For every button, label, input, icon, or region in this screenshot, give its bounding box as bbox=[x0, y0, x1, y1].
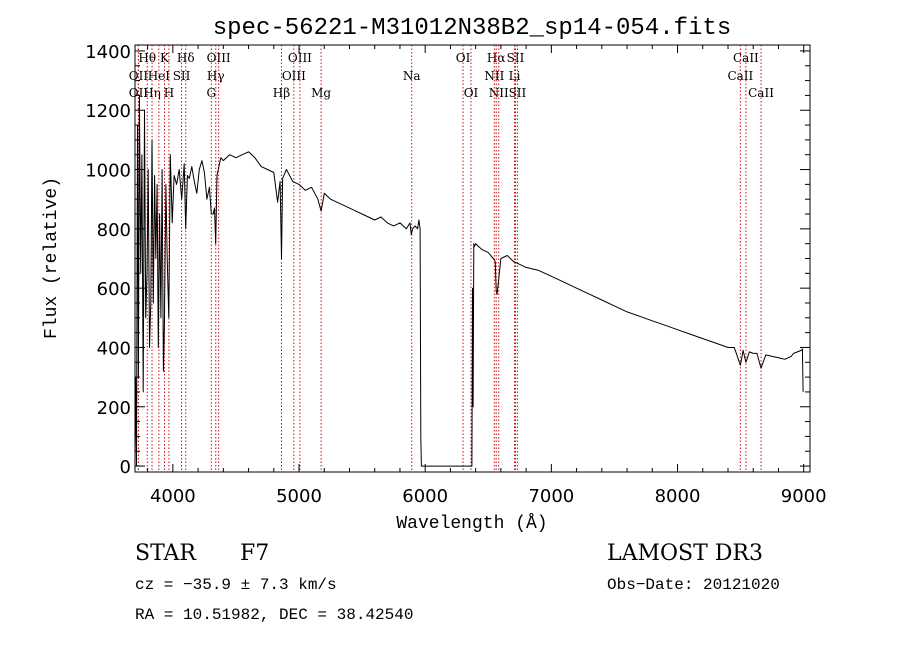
marker-label-10: Hγ bbox=[207, 69, 225, 83]
marker-label-15: Mg bbox=[311, 86, 331, 100]
spectral-subclass: F7 bbox=[240, 541, 269, 566]
marker-label-18: OI bbox=[464, 86, 479, 100]
marker-label-5: K bbox=[160, 51, 170, 65]
y-tick-label-400: 400 bbox=[97, 338, 131, 359]
y-tick-label-800: 800 bbox=[97, 220, 131, 241]
series-line-flux bbox=[134, 94, 804, 467]
marker-label-0: OII bbox=[129, 69, 149, 83]
y-tick-label-1200: 1200 bbox=[85, 101, 131, 122]
x-tick-label-9000: 9000 bbox=[781, 486, 827, 507]
marker-label-7: H bbox=[164, 86, 174, 100]
marker-label-4: HeI bbox=[148, 69, 171, 83]
marker-label-22: SII bbox=[507, 51, 525, 65]
object-class: STAR bbox=[135, 541, 197, 566]
y-tick-label-1400: 1400 bbox=[85, 42, 131, 63]
marker-label-26: CaII bbox=[727, 69, 753, 83]
marker-label-14: OIII bbox=[282, 69, 306, 83]
marker-label-13: OIII bbox=[288, 51, 312, 65]
coordinates: RA = 10.51982, DEC = 38.42540 bbox=[135, 606, 413, 624]
x-tick-label-5000: 5000 bbox=[276, 486, 322, 507]
marker-label-16: Na bbox=[403, 69, 421, 83]
marker-label-23: Li bbox=[509, 69, 521, 83]
marker-label-21: NII bbox=[489, 86, 509, 100]
y-tick-label-200: 200 bbox=[97, 398, 131, 419]
y-tick-label-1000: 1000 bbox=[85, 161, 131, 182]
y-tick-label-600: 600 bbox=[97, 279, 131, 300]
marker-label-20: NII bbox=[484, 69, 504, 83]
y-tick-label-0: 0 bbox=[120, 457, 131, 478]
marker-label-1: Hθ bbox=[138, 51, 156, 65]
marker-label-12: Hβ bbox=[273, 86, 290, 100]
marker-label-19: Hα bbox=[487, 51, 506, 65]
marker-label-6: SII bbox=[173, 69, 191, 83]
x-tick-label-6000: 6000 bbox=[402, 486, 448, 507]
x-tick-label-7000: 7000 bbox=[528, 486, 574, 507]
survey-name: LAMOST DR3 bbox=[607, 541, 763, 566]
marker-label-11: G bbox=[207, 86, 217, 100]
marker-label-9: OIII bbox=[207, 51, 231, 65]
chart-title: spec-56221-M31012N38B2_sp14-054.fits bbox=[213, 15, 731, 42]
x-tick-label-4000: 4000 bbox=[150, 486, 196, 507]
marker-label-24: SII bbox=[509, 86, 527, 100]
marker-label-17: OI bbox=[456, 51, 471, 65]
y-axis-label: Flux (relative) bbox=[42, 177, 62, 339]
marker-label-25: CaII bbox=[733, 51, 759, 65]
marker-label-27: CaII bbox=[748, 86, 774, 100]
y-axis-ticks: 0 200 400 600 800 1000 1200 1400 bbox=[85, 42, 810, 478]
series-layer bbox=[134, 94, 804, 467]
x-tick-label-8000: 8000 bbox=[655, 486, 701, 507]
marker-label-2: OII bbox=[129, 86, 149, 100]
x-axis-ticks: 4000 5000 6000 7000 8000 9000 bbox=[147, 45, 827, 507]
marker-label-8: Hδ bbox=[177, 51, 195, 65]
redshift-velocity: cz = −35.9 ± 7.3 km/s bbox=[135, 576, 337, 594]
marker-label-3: Hη bbox=[143, 86, 161, 100]
x-axis-label: Wavelength (Å) bbox=[396, 513, 547, 534]
observation-date: Obs−Date: 20121020 bbox=[607, 576, 780, 594]
